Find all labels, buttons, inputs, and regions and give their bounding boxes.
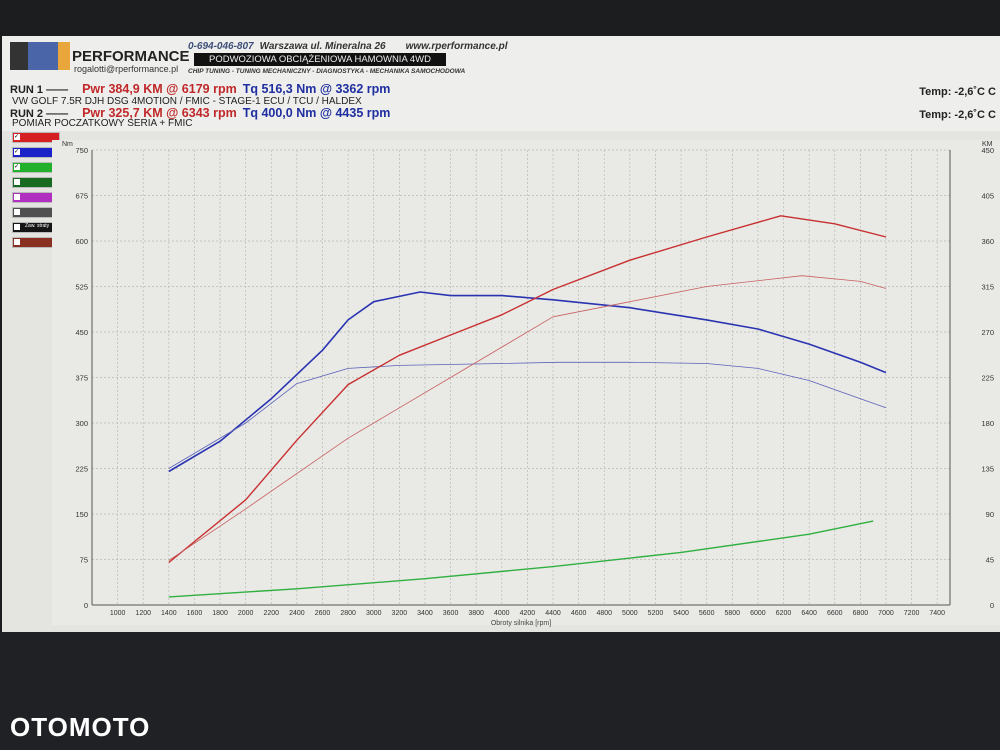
legend-checkbox[interactable] [14,179,20,185]
y-left-tick-label: 750 [75,146,88,155]
y-right-tick-label: 315 [981,283,994,292]
run-2-temp: Temp: -2,6˚C C [919,109,996,121]
x-axis-label: Obroty silnika [rpm] [491,620,551,627]
y-right-tick-label: 360 [981,237,994,246]
run-1-temp: Temp: -2,6˚C C [919,86,996,98]
x-tick-label: 2200 [263,610,279,617]
series-line-3 [168,275,887,561]
y-right-tick-label: 45 [986,556,994,565]
x-tick-label: 1400 [161,610,177,617]
x-tick-label: 6600 [827,610,843,617]
y-right-tick-label: 135 [981,465,994,474]
x-tick-label: 4200 [520,610,536,617]
legend-checkbox[interactable] [14,209,20,215]
phone: 0-694-046-807 [188,41,254,52]
y-left-tick-label: 300 [75,419,88,428]
x-tick-label: 4000 [494,610,510,617]
x-tick-label: 2600 [315,610,331,617]
x-tick-label: 5000 [622,610,638,617]
legend-label: Zaw. straty [25,223,50,229]
x-tick-label: 4800 [596,610,612,617]
address: Warszawa ul. Mineralna 26 [259,41,386,52]
x-tick-label: 3400 [417,610,433,617]
x-tick-label: 5400 [673,610,689,617]
series-line-1 [168,361,887,469]
x-tick-label: 7200 [904,610,920,617]
monitor-bezel [0,632,1000,750]
y-right-tick-label: 0 [990,601,994,610]
x-tick-label: 4400 [545,610,561,617]
x-tick-label: 1000 [110,610,126,617]
y-left-tick-label: 375 [75,374,88,383]
y-right-tick-label: 270 [981,328,994,337]
x-tick-label: 6000 [750,610,766,617]
legend-swatch[interactable]: ✓ [12,132,60,143]
series-legend: ✓ ✓ ✓ Zaw. straty [12,132,60,252]
legend-checkbox[interactable]: ✓ [14,164,20,170]
y-left-tick-label: 525 [75,283,88,292]
x-tick-label: 1200 [135,610,151,617]
y-left-label: Nm [62,141,73,148]
y-left-tick-label: 150 [75,510,88,519]
run-1-description: VW GOLF 7.5R DJH DSG 4MOTION / FMIC - ST… [12,96,362,107]
legend-checkbox[interactable]: ✓ [14,134,20,140]
report-header: PERFORMANCE rogalotti@rperformance.pl 0-… [2,36,1000,131]
plot-area [52,140,1000,625]
x-tick-label: 7400 [929,610,945,617]
y-right-tick-label: 450 [981,146,994,155]
run-2: RUN 2 —— Pwr 325,7 KM @ 6343 rpm Tq 400,0 … [10,106,391,120]
run-2-description: POMIAR POCZATKOWY SERIA + FMIC [12,118,193,129]
x-tick-label: 3600 [443,610,459,617]
x-tick-label: 2400 [289,610,305,617]
x-tick-label: 3000 [366,610,382,617]
y-left-tick-label: 600 [75,237,88,246]
email: rogalotti@rperformance.pl [74,64,179,74]
legend-checkbox[interactable]: ✓ [14,149,20,155]
legend-checkbox[interactable] [14,194,20,200]
x-tick-label: 3200 [392,610,408,617]
y-left-tick-label: 75 [80,556,88,565]
x-tick-label: 2000 [238,610,254,617]
banner: PODWOZIOWA OBCIĄŻENIOWA HAMOWNIA 4WD [194,53,446,66]
y-right-label: KM [982,141,993,148]
series-line-4 [168,520,874,598]
y-right-tick-label: 180 [981,419,994,428]
x-tick-label: 5600 [699,610,715,617]
x-tick-label: 2800 [340,610,356,617]
legend-checkbox[interactable] [14,239,20,245]
services: CHIP TUNING - TUNING MECHANICZNY - DIAGN… [188,68,466,75]
y-right-tick-label: 405 [981,192,994,201]
x-tick-label: 7000 [878,610,894,617]
watermark: OTOMOTO [10,712,151,742]
y-left-tick-label: 0 [84,601,88,610]
legend-checkbox[interactable] [14,224,20,230]
x-tick-label: 6800 [853,610,869,617]
x-tick-label: 1800 [212,610,228,617]
series-line-2 [168,215,887,564]
series-line-0 [168,291,887,473]
contact: 0-694-046-807 Warszawa ul. Mineralna 26 ww… [188,41,507,52]
x-tick-label: 3800 [468,610,484,617]
x-tick-label: 5800 [725,610,741,617]
y-left-tick-label: 450 [75,328,88,337]
run-1: RUN 1 —— Pwr 384,9 KM @ 6179 rpm Tq 516,3 … [10,82,391,96]
website: www.rperformance.pl [405,41,508,52]
x-tick-label: 4600 [571,610,587,617]
y-left-tick-label: 225 [75,465,88,474]
x-tick-label: 5200 [648,610,664,617]
y-left-tick-label: 675 [75,192,88,201]
y-right-tick-label: 225 [981,374,994,383]
x-tick-label: 6400 [801,610,817,617]
y-right-tick-label: 90 [986,510,994,519]
x-tick-label: 1600 [187,610,203,617]
x-tick-label: 6200 [776,610,792,617]
brand-name: PERFORMANCE [72,48,190,65]
logo [10,42,70,70]
